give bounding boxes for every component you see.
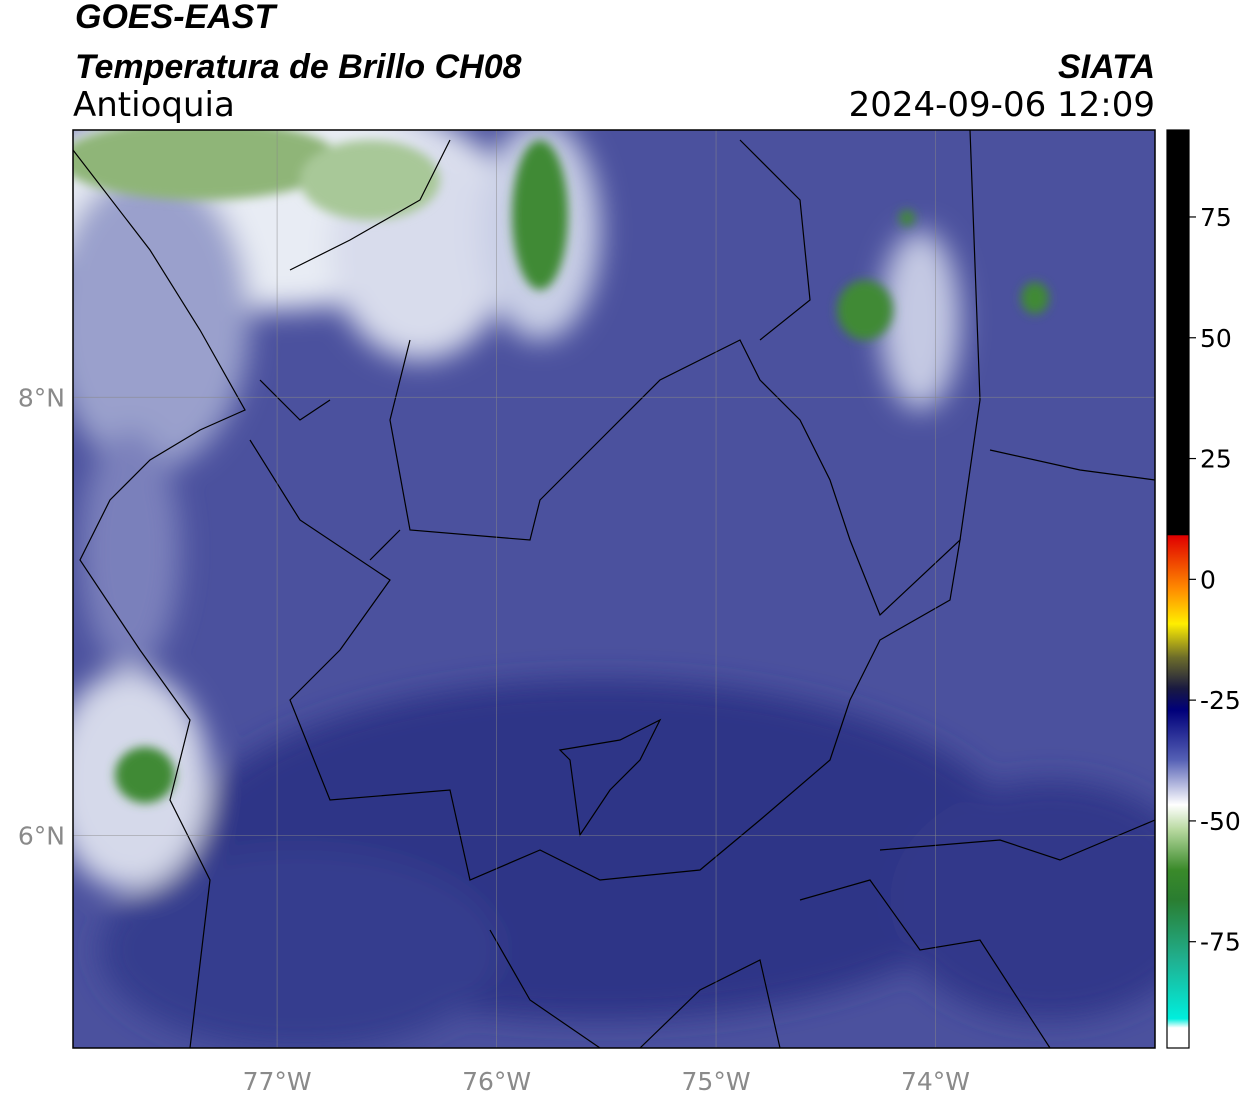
colorbar-ticks: 75 50 25 0 -25 -50 -75 xyxy=(1189,203,1241,957)
region: Antioquia xyxy=(73,85,235,125)
lat-label: 8°N xyxy=(18,383,65,412)
source: SIATA xyxy=(1058,48,1155,86)
colorbar-tick-label: -75 xyxy=(1200,928,1241,957)
lon-label: 76°W xyxy=(462,1067,531,1096)
lon-label: 75°W xyxy=(682,1067,751,1096)
timestamp: 2024-09-06 12:09 xyxy=(849,85,1155,125)
colorbar-tick-label: 50 xyxy=(1200,324,1232,353)
colorbar xyxy=(1166,129,1190,1049)
colorbar-tick-label: 0 xyxy=(1200,565,1216,594)
lon-label: 74°W xyxy=(901,1067,970,1096)
colorbar-tick-label: 25 xyxy=(1200,445,1232,474)
lat-label: 6°N xyxy=(18,821,65,850)
title: GOES-EAST xyxy=(75,0,278,36)
colorbar-tick-label: -50 xyxy=(1200,807,1241,836)
graticule xyxy=(73,130,1155,1048)
imagery xyxy=(73,130,1155,1048)
map-frame xyxy=(72,129,1156,1049)
subtitle: Temperatura de Brillo CH08 xyxy=(75,48,522,86)
colorbar-tick-label: -25 xyxy=(1200,686,1241,715)
colorbar-tick-label: 75 xyxy=(1200,203,1232,232)
lon-label: 77°W xyxy=(243,1067,312,1096)
